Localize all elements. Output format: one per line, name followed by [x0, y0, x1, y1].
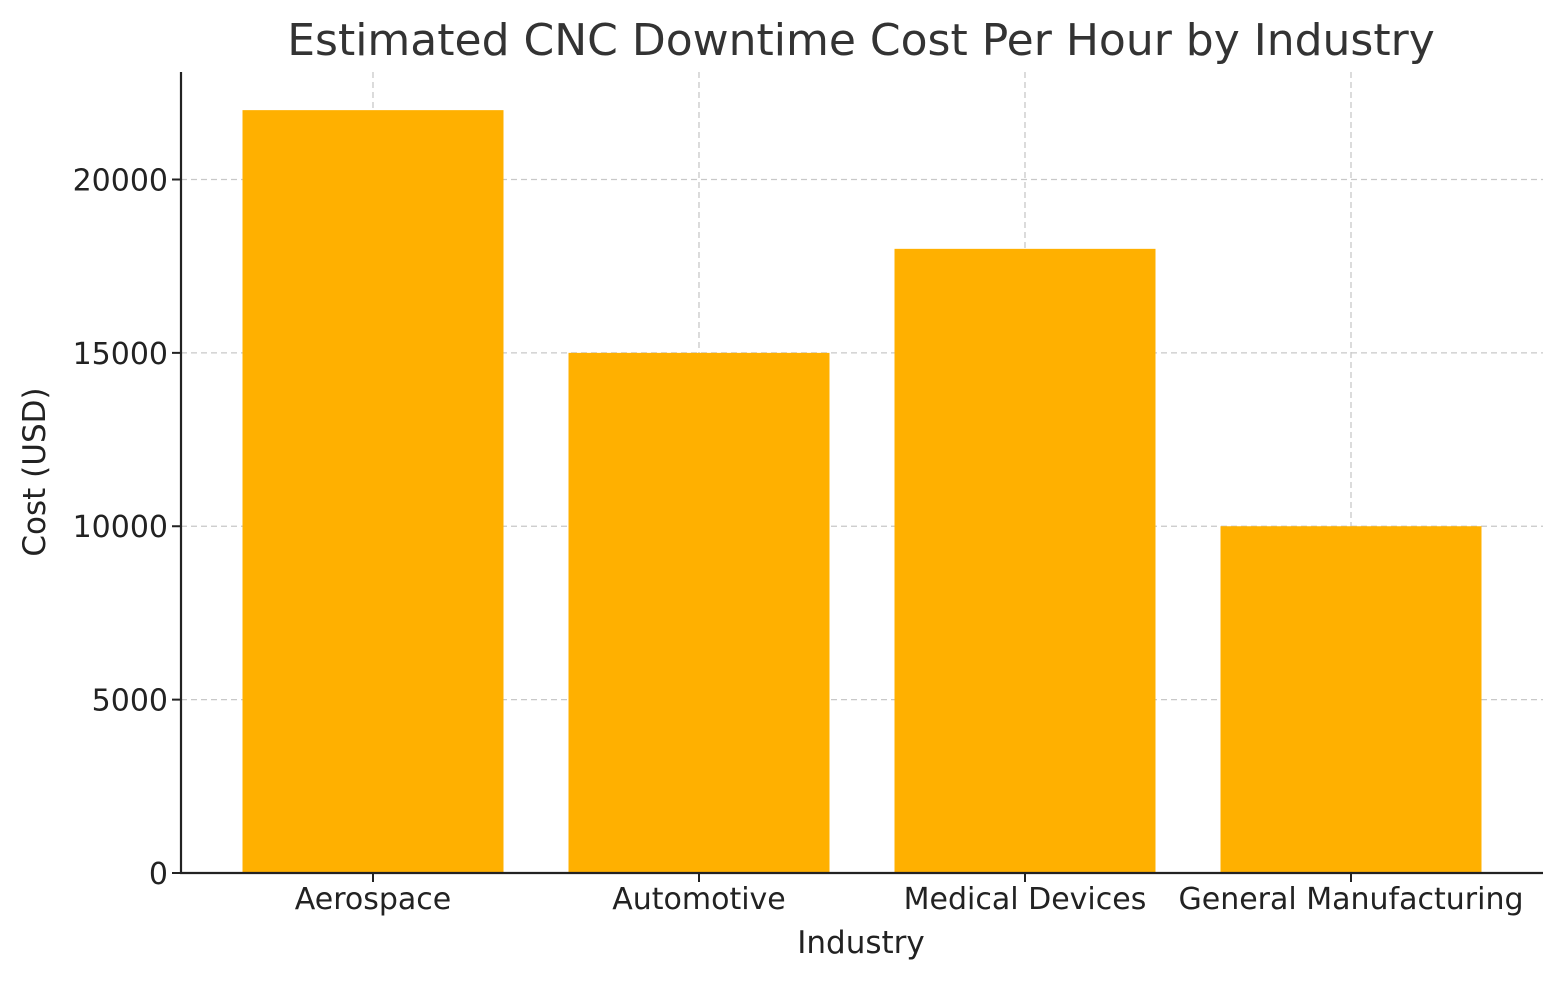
axis-layer: [179, 72, 1543, 875]
x-tick-label: Automotive: [612, 882, 786, 917]
x-tick-label: General Manufacturing: [1179, 882, 1524, 917]
y-tick-label: 0: [149, 857, 168, 892]
y-tick-label: 20000: [73, 163, 168, 198]
x-axis-label: Industry: [797, 925, 925, 961]
tick-layer: 0 5000 10000 15000 20000 Aerospace Automotive M…: [73, 163, 1524, 917]
bar: [894, 248, 1156, 873]
bar: [1220, 526, 1482, 873]
y-tick-label: 10000: [73, 510, 168, 545]
y-tick-label: 15000: [73, 337, 168, 372]
y-tick-label: 5000: [92, 684, 168, 719]
bar: [242, 110, 504, 873]
bar: [568, 352, 830, 873]
x-tick-label: Aerospace: [295, 882, 452, 917]
y-axis-label: Cost (USD): [17, 387, 53, 556]
bar-layer: [242, 110, 1482, 873]
x-tick-label: Medical Devices: [904, 882, 1147, 917]
chart-title: Estimated CNC Downtime Cost Per Hour by …: [287, 15, 1435, 66]
